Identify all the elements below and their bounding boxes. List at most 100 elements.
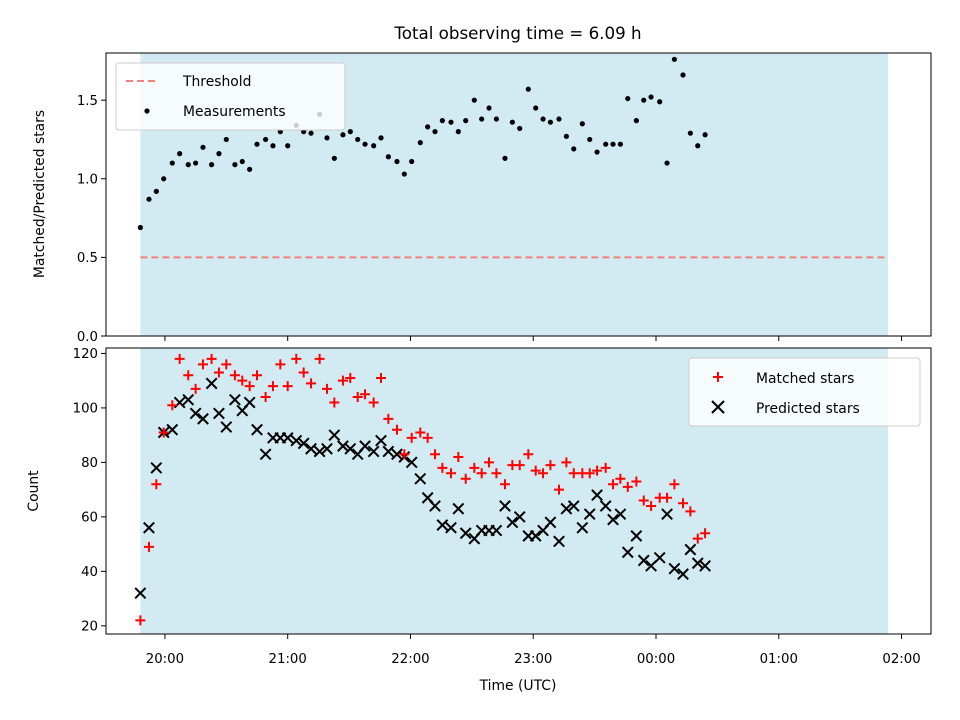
measurement-point (355, 136, 361, 143)
matched-star-point (399, 449, 410, 460)
matched-star-point (275, 359, 286, 370)
count-y-tick-label: 120 (73, 347, 98, 362)
predicted-star-point (699, 559, 712, 572)
matched-star-point (662, 492, 673, 503)
measurement-point (161, 176, 167, 182)
predicted-star-point (560, 502, 573, 515)
measurement-point (232, 162, 238, 168)
matched-star-point (622, 481, 633, 492)
predicted-star-point (382, 445, 395, 458)
count-y-tick-label: 60 (81, 511, 98, 526)
matched-star-point (584, 468, 595, 479)
count-panel-frame (105, 347, 932, 635)
measurement-point (254, 141, 260, 147)
matched-star-point (600, 462, 611, 473)
predicted-star-point (668, 562, 681, 575)
measurement-point (394, 158, 400, 165)
matched-star-point (383, 413, 394, 424)
ratio-panel-x-ticks (164, 336, 903, 341)
x-tick-label: 21:00 (269, 652, 307, 667)
count-y-tick-label: 80 (81, 456, 98, 471)
matched-star-point (197, 359, 208, 370)
matched-star-point (360, 389, 371, 400)
predicted-star-point (691, 557, 704, 570)
ratio-y-tick-label: 1.0 (77, 173, 98, 188)
matched-star-point (229, 370, 240, 381)
matched-star-point (538, 468, 549, 479)
measurement-point (455, 129, 461, 135)
measurement-point (371, 143, 377, 149)
predicted-star-point (544, 516, 557, 529)
predicted-star-point (621, 546, 634, 559)
measurement-point (525, 86, 531, 92)
predicted-star-point (490, 524, 503, 537)
measurement-point (153, 188, 159, 194)
predicted-star-point (182, 393, 195, 406)
x-tick-label: 02:00 (882, 652, 920, 667)
matched-star-point (190, 383, 201, 394)
x-tick-label: 23:00 (514, 652, 552, 667)
predicted-star-point (281, 431, 294, 444)
predicted-star-point (405, 456, 418, 469)
measurement-point (340, 132, 346, 138)
matched-star-point (352, 392, 363, 403)
measurement-point (648, 94, 654, 100)
matched-star-point (631, 476, 642, 487)
predicted-stars-legend-label: Predicted stars (756, 401, 860, 417)
matched-star-point (206, 353, 217, 364)
matched-star-point (321, 383, 332, 394)
measurement-point (285, 143, 291, 149)
predicted-star-point (197, 412, 209, 425)
measurement-point (687, 130, 693, 136)
measurement-point (223, 136, 229, 143)
matched-star-point (306, 378, 317, 389)
measurement-point (262, 136, 269, 143)
matched-star-point (692, 533, 703, 544)
measurement-point (571, 146, 577, 152)
predicted-star-point (499, 500, 511, 512)
matched-star-point (252, 370, 263, 381)
measurement-point (533, 105, 539, 111)
matched-star-point (453, 451, 464, 462)
matched-star-point (174, 353, 185, 364)
predicted-star-point (297, 437, 310, 450)
measurement-point (378, 135, 384, 141)
measurement-point (347, 129, 353, 135)
predicted-star-point (614, 508, 627, 521)
measurement-point (169, 160, 175, 166)
predicted-star-point (429, 500, 441, 512)
predicted-star-point (684, 543, 697, 556)
measurement-point (425, 124, 431, 130)
chart-title: Total observing time = 6.09 h (393, 23, 641, 43)
predicted-star-point (414, 472, 427, 485)
ratio-y-tick-label: 1.5 (77, 94, 98, 109)
predicted-star-point (677, 568, 689, 580)
measurement-point (448, 119, 454, 125)
matched-star-point (476, 468, 487, 479)
predicted-star-point (243, 396, 256, 409)
measurement-point (680, 72, 686, 78)
matched-star-point (523, 449, 534, 460)
matched-star-point (135, 615, 146, 626)
ratio-panel-y-axis: 0.0 0.5 1.0 1.5 (77, 94, 106, 345)
predicted-star-point (337, 440, 349, 452)
predicted-star-point (529, 530, 542, 542)
matched-star-point (678, 498, 689, 509)
measurement-point (185, 162, 191, 168)
matched-star-point (151, 479, 162, 490)
predicted-star-point (445, 521, 457, 534)
matched-star-point (615, 473, 626, 484)
measurement-point (247, 166, 253, 172)
matched-star-point (298, 367, 309, 378)
matched-star-point (345, 372, 356, 383)
predicted-star-point (513, 510, 526, 523)
measurements-legend-swatch (144, 108, 150, 114)
matched-star-point (237, 375, 248, 386)
matched-star-point (167, 400, 178, 411)
matched-star-point (685, 506, 696, 517)
measurement-point (270, 143, 276, 149)
predicted-star-point (166, 423, 179, 436)
predicted-star-point (313, 445, 326, 458)
matched-star-point (430, 449, 441, 460)
matched-star-point (530, 465, 541, 476)
